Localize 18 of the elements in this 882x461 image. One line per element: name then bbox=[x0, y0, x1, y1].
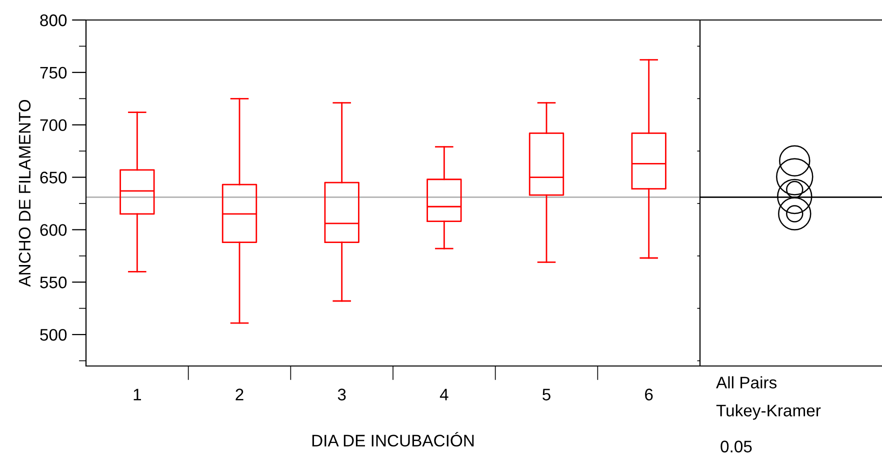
x-tick-label: 5 bbox=[542, 388, 550, 400]
text: Tukey-Kramer bbox=[716, 404, 821, 420]
y-axis-title: ANCHO DE FILAMENTO bbox=[18, 100, 31, 287]
x-tick-label: 3 bbox=[338, 388, 346, 400]
x-axis-title: DIA DE INCUBACIÓN bbox=[312, 432, 474, 447]
x-tick-label: 2 bbox=[236, 388, 244, 400]
y-tick-label: 750 bbox=[40, 66, 67, 79]
y-tick-label: 650 bbox=[40, 172, 67, 184]
text: All Pairs bbox=[716, 376, 777, 388]
y-tick-label: 500 bbox=[40, 328, 67, 341]
x-tick-label: 4 bbox=[440, 388, 448, 400]
y-tick-label: 550 bbox=[40, 276, 67, 288]
x-tick-label: 1 bbox=[134, 388, 141, 400]
y-tick-label: 800 bbox=[40, 14, 67, 26]
text: 0.05 bbox=[720, 440, 752, 452]
y-tick-label: 600 bbox=[40, 224, 67, 236]
x-tick-label: 6 bbox=[645, 388, 653, 400]
y-tick-label: 700 bbox=[40, 119, 67, 132]
